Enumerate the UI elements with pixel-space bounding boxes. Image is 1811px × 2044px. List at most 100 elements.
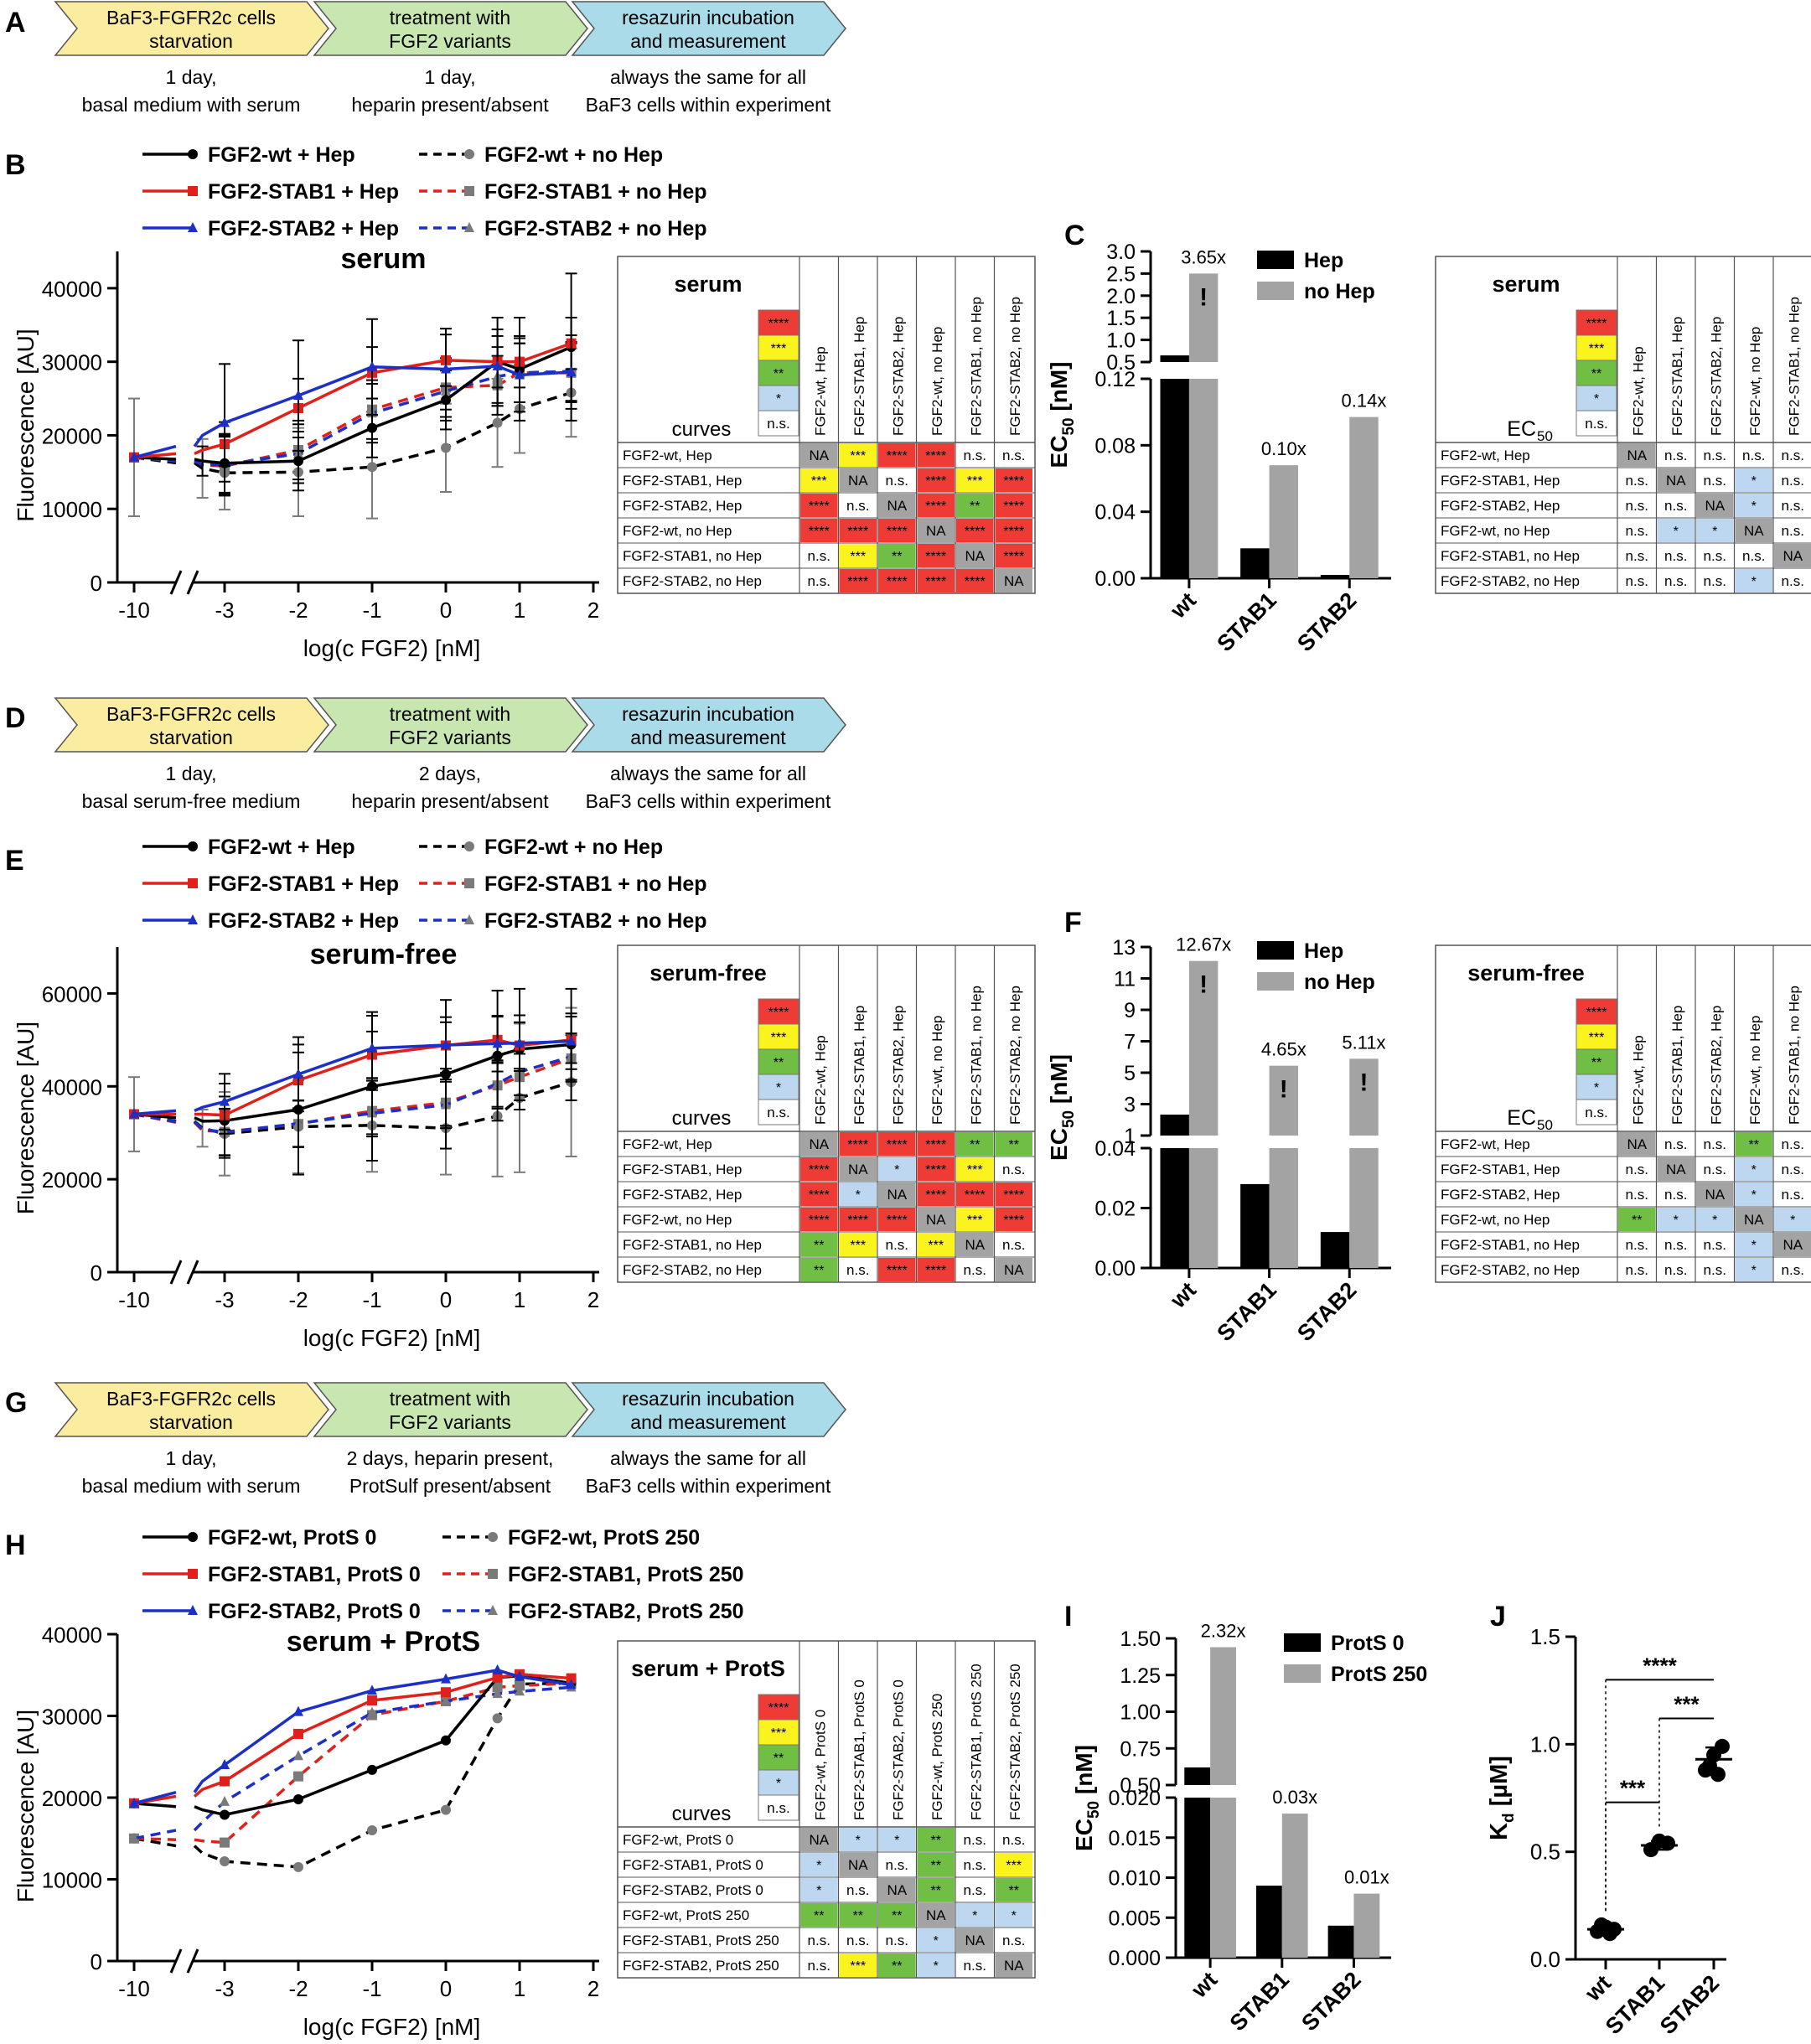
- workflow-step-note: ProtSulf present/absent: [349, 1475, 551, 1497]
- matrix-cell-label: n.s.: [1704, 1262, 1726, 1278]
- matrix-cell: [956, 1828, 994, 1851]
- matrix-cell-label: ****: [887, 449, 908, 463]
- y-tick-label: 10000: [42, 1868, 102, 1893]
- matrix-cell-label: ****: [887, 1138, 908, 1152]
- matrix-cell-label: n.s.: [1626, 573, 1648, 589]
- matrix-cell-label: n.s.: [1742, 448, 1765, 463]
- matrix-row-header: FGF2-wt, no Hep: [623, 523, 732, 539]
- y-tick-label: 7: [1124, 1031, 1136, 1054]
- data-point: [220, 1776, 230, 1787]
- bar: [1353, 1893, 1380, 1958]
- matrix-col-header: FGF2-STAB1, Hep: [851, 317, 867, 436]
- matrix-cell: [800, 443, 838, 467]
- matrix-cell: [800, 544, 838, 567]
- matrix-cell-label: **: [892, 1959, 902, 1974]
- matrix-cell-label: ****: [925, 550, 946, 564]
- y-tick-label: 1.00: [1120, 1701, 1161, 1725]
- matrix-cell-label: NA: [809, 448, 829, 463]
- matrix-cell: [995, 468, 1032, 492]
- matrix-cell: [1774, 1132, 1811, 1156]
- matrix-cell: [839, 1132, 877, 1156]
- matrix-cell: [917, 1258, 955, 1281]
- data-point: [1660, 1835, 1675, 1851]
- matrix-col-header: FGF2-STAB2, no Hep: [1007, 297, 1023, 436]
- matrix-cell-label: **: [970, 1138, 980, 1152]
- data-point: [492, 417, 503, 428]
- matrix-cell-label: ***: [928, 1239, 944, 1253]
- matrix-cell: [1657, 1182, 1695, 1206]
- axis-break: [169, 1260, 183, 1285]
- matrix-cell: [878, 1953, 916, 1977]
- matrix-cell: [1774, 519, 1811, 542]
- workflow-step-note: always the same for all: [610, 66, 806, 88]
- y-tick-label: 0.0: [1530, 1947, 1560, 1972]
- y-tick-label: 3.0: [1106, 241, 1136, 264]
- data-point: [464, 222, 474, 232]
- matrix-cell: [956, 1157, 994, 1181]
- matrix-row-header: FGF2-wt, Hep: [623, 448, 712, 463]
- x-tick-label: 1: [514, 598, 525, 623]
- matrix-cell: [995, 1853, 1032, 1876]
- workflow-step-title: BaF3-FGFR2c cells: [106, 7, 276, 28]
- matrix-cell: [1696, 1233, 1734, 1256]
- matrix-cell: [1618, 544, 1656, 567]
- y-tick-label: 30000: [42, 1705, 102, 1730]
- sig-legend-label: **: [1591, 367, 1601, 381]
- matrix-title: serum: [1492, 272, 1560, 297]
- matrix-row-header: FGF2-STAB2, ProtS 0: [623, 1882, 763, 1898]
- y-tick-label: 40000: [42, 1074, 102, 1100]
- matrix-cell-label: NA: [887, 498, 907, 514]
- matrix-row-header: FGF2-wt, ProtS 250: [623, 1907, 749, 1923]
- matrix-cell: [839, 1258, 877, 1281]
- y-tick-label: 2.5: [1106, 262, 1136, 286]
- matrix-cell-label: *: [856, 1188, 861, 1203]
- matrix-cell: [1696, 519, 1734, 542]
- data-point: [488, 1569, 498, 1579]
- matrix-cell: [917, 1157, 955, 1181]
- data-point: [293, 1861, 303, 1872]
- legend-entry: FGF2-wt, ProtS 0: [208, 1526, 376, 1550]
- matrix-cell-label: n.s.: [1626, 548, 1648, 564]
- matrix-cell: [995, 1157, 1032, 1181]
- matrix-cell: [800, 468, 838, 492]
- bar: [1281, 1814, 1308, 1958]
- matrix-cell: [878, 468, 916, 492]
- bar: [1320, 575, 1350, 578]
- matrix-cell: [956, 1208, 994, 1231]
- workflow-step-title: BaF3-FGFR2c cells: [106, 703, 276, 725]
- x-tick-label: 2: [587, 1287, 599, 1312]
- data-point: [129, 1797, 139, 1808]
- sig-legend-label: ****: [768, 1006, 789, 1020]
- category-label: STAB2: [1292, 587, 1361, 656]
- y-axis-title-main: EC: [1046, 436, 1072, 468]
- matrix-cell: [839, 569, 877, 593]
- panel-label-i: I: [1064, 1601, 1072, 1633]
- workflow-step-arrow: [54, 1382, 329, 1437]
- series-line: [133, 444, 177, 459]
- bar: [1188, 273, 1219, 362]
- sig-legend-box: [1576, 998, 1617, 1025]
- data-point: [188, 186, 198, 196]
- workflow-step-arrow: [571, 1382, 846, 1437]
- matrix-cell-label: *: [816, 1859, 821, 1873]
- y-tick-label: 20000: [42, 1786, 102, 1811]
- fold-change-label: 3.65x: [1181, 246, 1226, 267]
- matrix-row-header: FGF2-STAB1, Hep: [623, 1162, 742, 1177]
- matrix-cell-label: n.s.: [1664, 1262, 1687, 1278]
- matrix-cell-label: n.s.: [886, 1933, 908, 1948]
- matrix-cell-label: n.s.: [1704, 1237, 1726, 1253]
- matrix-cell-label: n.s.: [1626, 1162, 1648, 1177]
- matrix-cell: [917, 1208, 955, 1231]
- matrix-row-header: FGF2-STAB1, ProtS 0: [623, 1857, 763, 1873]
- warning-mark: !: [1359, 1069, 1368, 1096]
- data-point: [367, 360, 377, 371]
- data-point: [1715, 1738, 1730, 1754]
- chart-title: serum: [340, 243, 426, 275]
- fold-change-label: 4.65x: [1261, 1039, 1307, 1060]
- matrix-cell: [839, 468, 877, 492]
- matrix-cell: [878, 569, 916, 593]
- matrix-cell: [1735, 1132, 1772, 1156]
- data-point: [441, 1695, 451, 1705]
